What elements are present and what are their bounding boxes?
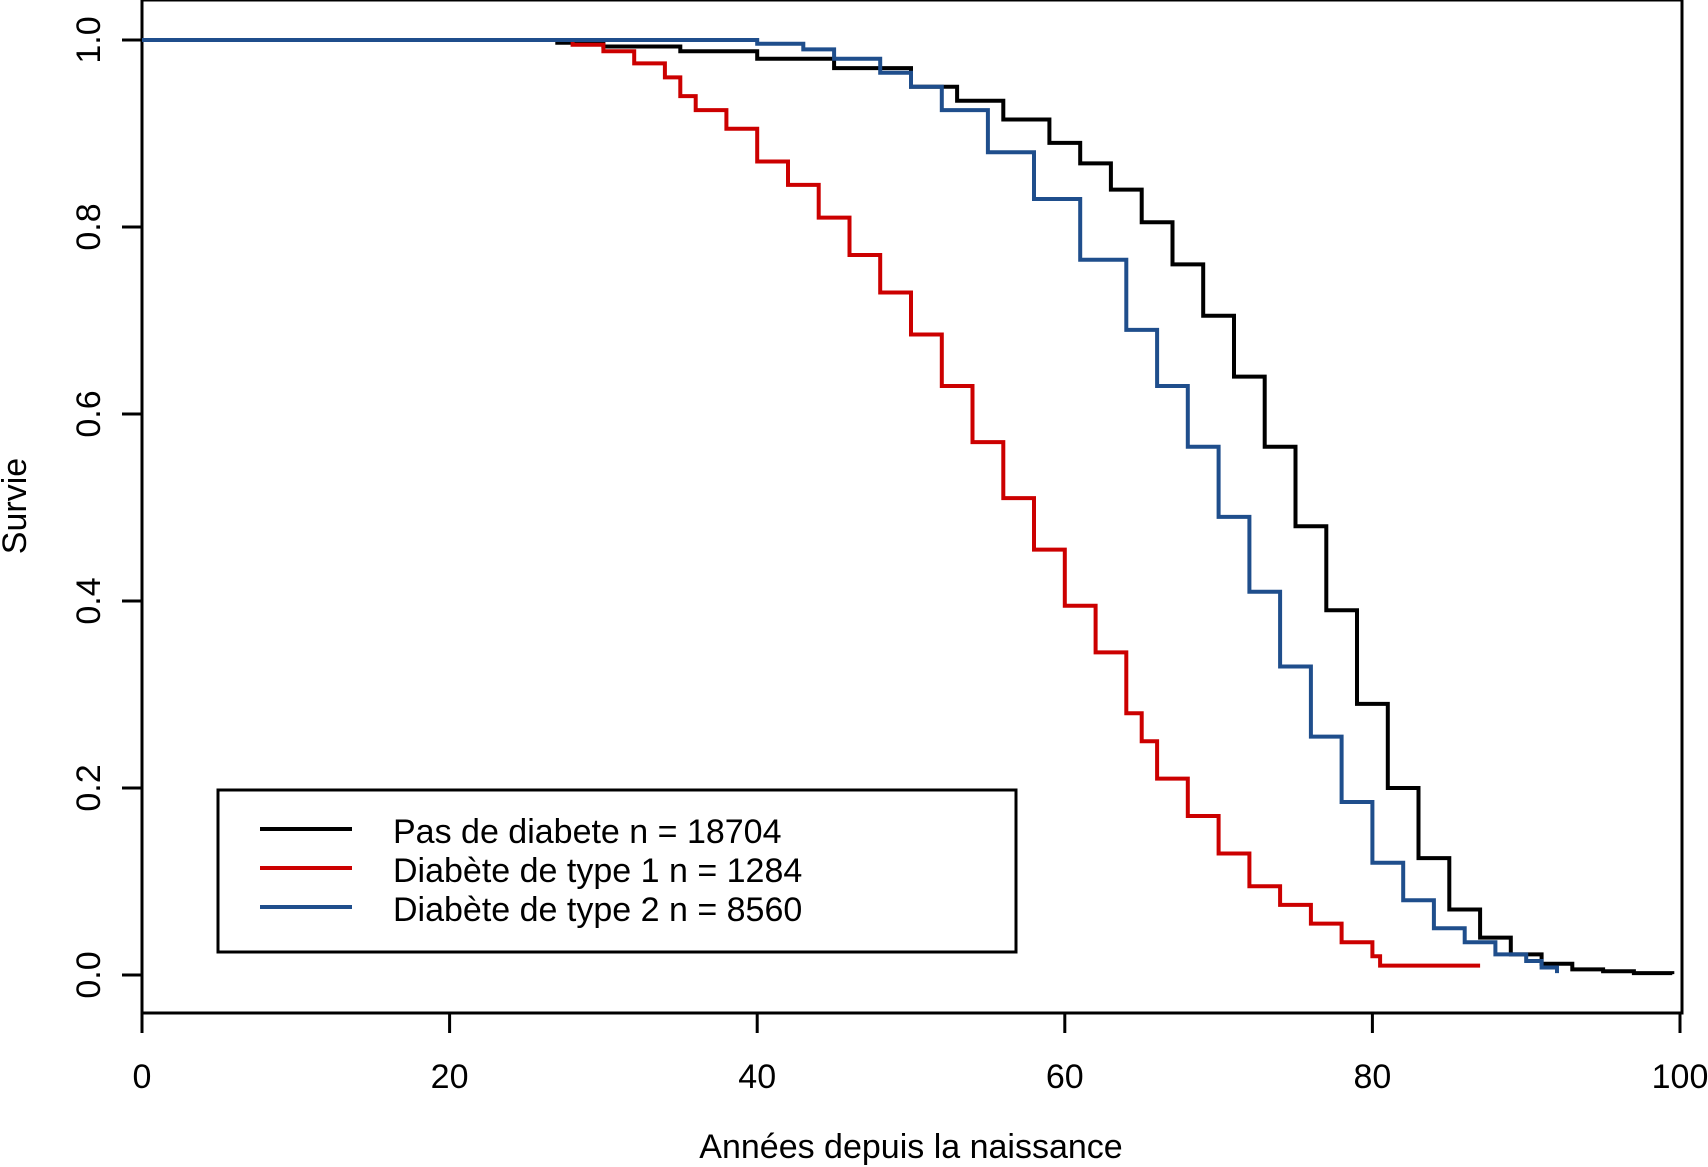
x-tick-label: 60 [1046,1058,1084,1096]
y-tick-label: 0.0 [70,951,108,998]
series-line-1 [142,38,1481,968]
x-axis: 0 20 40 60 80 100 [133,1011,1708,1096]
series-line-2 [142,38,1559,974]
y-axis-title: Survie [0,458,34,554]
x-tick-label: 80 [1353,1058,1391,1096]
series-layer [142,38,1675,976]
legend-box [216,788,1018,954]
legend-label-diabete-type-2: Diabète de type 2 n = 8560 [393,891,802,929]
y-axis: 0.0 0.2 0.4 0.6 0.8 1.0 [70,16,142,999]
legend-label-pas-de-diabete: Pas de diabete n = 18704 [393,813,782,851]
x-tick-label: 40 [738,1058,776,1096]
x-tick-label: 20 [431,1058,469,1096]
x-tick-label: 100 [1652,1058,1708,1096]
y-tick-label: 0.8 [70,203,108,250]
y-tick-label: 0.6 [70,390,108,437]
x-tick-label: 0 [133,1058,152,1096]
x-axis-title: Années depuis la naissance [699,1128,1122,1166]
legend: Pas de diabete n = 18704 Diabète de type… [216,788,1018,954]
y-tick-label: 0.2 [70,764,108,811]
y-tick-label: 1.0 [70,16,108,63]
y-tick-label: 0.4 [70,577,108,624]
legend-label-diabete-type-1: Diabète de type 1 n = 1284 [393,852,802,890]
